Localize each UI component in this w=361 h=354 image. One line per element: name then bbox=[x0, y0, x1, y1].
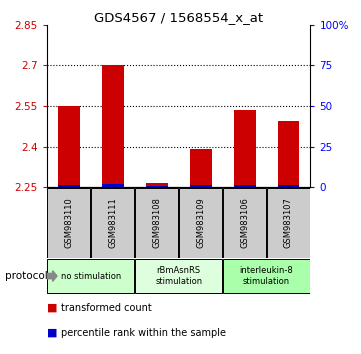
Bar bbox=[223, 188, 266, 258]
Bar bbox=[47, 259, 134, 293]
Bar bbox=[91, 188, 134, 258]
Bar bbox=[278, 184, 300, 187]
Bar bbox=[102, 65, 124, 187]
Bar bbox=[146, 186, 168, 187]
Bar bbox=[179, 188, 222, 258]
Text: interleukin-8
stimulation: interleukin-8 stimulation bbox=[240, 266, 293, 286]
Text: ■: ■ bbox=[47, 303, 57, 313]
Text: protocol: protocol bbox=[5, 271, 47, 281]
Text: GSM983106: GSM983106 bbox=[240, 197, 249, 248]
Text: rBmAsnRS
stimulation: rBmAsnRS stimulation bbox=[155, 266, 202, 286]
Text: ■: ■ bbox=[47, 328, 57, 338]
Text: GSM983107: GSM983107 bbox=[284, 197, 293, 248]
Bar bbox=[58, 106, 80, 187]
Bar bbox=[135, 259, 222, 293]
Bar bbox=[135, 188, 178, 258]
Bar bbox=[102, 184, 124, 187]
Bar bbox=[190, 149, 212, 187]
Bar bbox=[234, 110, 256, 187]
Title: GDS4567 / 1568554_x_at: GDS4567 / 1568554_x_at bbox=[94, 11, 263, 24]
Text: GSM983110: GSM983110 bbox=[64, 198, 73, 248]
Bar bbox=[146, 183, 168, 187]
Bar bbox=[47, 188, 90, 258]
Text: no stimulation: no stimulation bbox=[61, 272, 121, 281]
Bar bbox=[278, 121, 300, 187]
Text: percentile rank within the sample: percentile rank within the sample bbox=[61, 328, 226, 338]
Bar bbox=[190, 185, 212, 187]
Bar bbox=[58, 185, 80, 187]
FancyArrow shape bbox=[47, 271, 57, 281]
Text: GSM983108: GSM983108 bbox=[152, 197, 161, 248]
Text: GSM983109: GSM983109 bbox=[196, 198, 205, 248]
Bar bbox=[223, 259, 310, 293]
Text: GSM983111: GSM983111 bbox=[108, 198, 117, 248]
Bar bbox=[234, 185, 256, 187]
Text: transformed count: transformed count bbox=[61, 303, 152, 313]
Bar bbox=[267, 188, 310, 258]
